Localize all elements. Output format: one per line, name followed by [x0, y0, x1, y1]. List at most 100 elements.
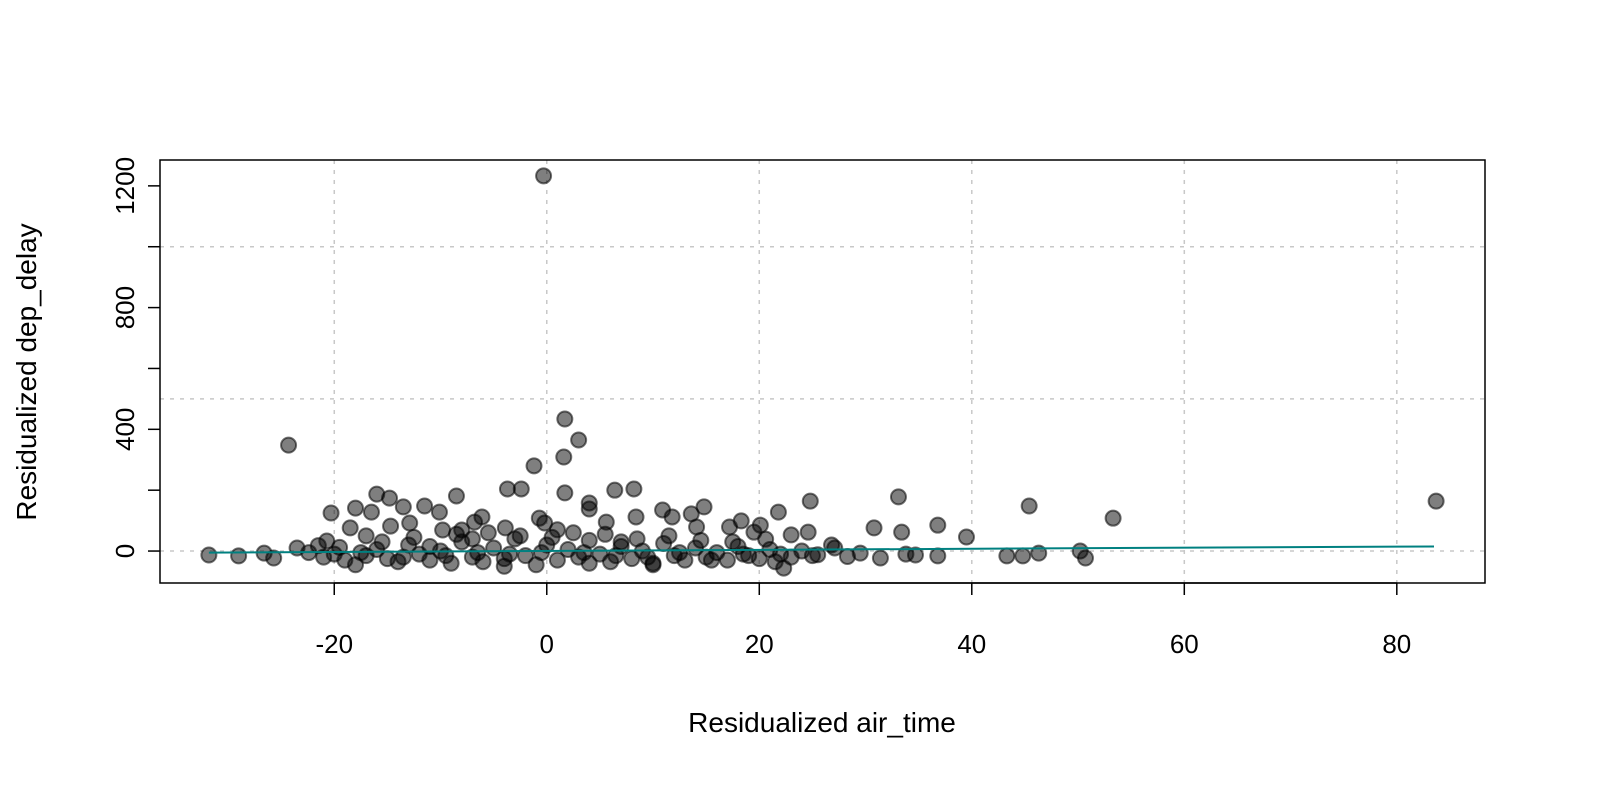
data-point — [381, 489, 399, 507]
data-point — [580, 554, 598, 572]
data-point — [799, 523, 817, 541]
data-point — [315, 548, 333, 566]
data-point — [434, 521, 452, 539]
y-tick-label: 0 — [110, 544, 140, 558]
data-point — [341, 519, 359, 537]
data-point — [628, 530, 646, 548]
data-point — [447, 487, 465, 505]
data-point — [1020, 497, 1038, 515]
data-point — [865, 519, 883, 537]
data-point — [265, 549, 283, 567]
data-point — [357, 527, 375, 545]
data-point — [511, 527, 529, 545]
data-point — [548, 551, 566, 569]
data-point — [695, 498, 713, 516]
data-point — [702, 551, 720, 569]
data-point — [496, 519, 514, 537]
data-point — [929, 547, 947, 565]
data-point — [606, 481, 624, 499]
data-point — [871, 549, 889, 567]
data-point — [957, 528, 975, 546]
data-point — [322, 504, 340, 522]
data-point — [556, 484, 574, 502]
x-tick-label: 80 — [1382, 629, 1411, 659]
y-axis: 0 400 800 1200 — [110, 157, 160, 558]
data-point — [362, 503, 380, 521]
data-point — [382, 517, 400, 535]
data-point — [570, 431, 588, 449]
x-axis: -20 0 20 40 60 80 — [315, 582, 1411, 659]
data-point — [373, 533, 391, 551]
data-point — [838, 548, 856, 566]
data-point — [564, 524, 582, 542]
data-point — [394, 548, 412, 566]
data-point — [1104, 509, 1122, 527]
plot-frame — [159, 159, 1486, 584]
x-tick-label: 40 — [957, 629, 986, 659]
data-point — [660, 527, 678, 545]
data-point — [473, 508, 491, 526]
data-point — [627, 508, 645, 526]
data-point — [644, 556, 662, 574]
data-point — [200, 546, 218, 564]
data-point — [580, 494, 598, 512]
data-point — [889, 488, 907, 506]
data-point — [893, 523, 911, 541]
data-point — [556, 410, 574, 428]
data-point — [498, 480, 516, 498]
data-point — [732, 512, 750, 530]
data-point — [463, 530, 481, 548]
data-point — [929, 516, 947, 534]
data-point — [495, 557, 513, 575]
data-point — [906, 546, 924, 564]
data-point — [416, 497, 434, 515]
data-point — [536, 514, 554, 532]
data-point — [766, 553, 784, 571]
x-tick-label: -20 — [315, 629, 353, 659]
data-point — [280, 436, 298, 454]
data-point — [430, 503, 448, 521]
x-tick-label: 20 — [745, 629, 774, 659]
data-point — [801, 492, 819, 510]
y-tick-label: 1200 — [110, 157, 140, 215]
data-point — [347, 499, 365, 517]
data-point — [1427, 492, 1445, 510]
data-point — [525, 457, 543, 475]
data-point — [548, 521, 566, 539]
data-point — [555, 448, 573, 466]
data-point — [734, 545, 752, 563]
data-point — [401, 514, 419, 532]
x-tick-label: 60 — [1170, 629, 1199, 659]
data-point — [1014, 547, 1032, 565]
data-point — [394, 498, 412, 516]
data-point — [692, 531, 710, 549]
x-tick-label: 0 — [540, 629, 554, 659]
data-point — [421, 537, 439, 555]
data-point — [479, 524, 497, 542]
data-point — [750, 550, 768, 568]
data-point — [230, 547, 248, 565]
data-point — [671, 544, 689, 562]
data-point — [998, 547, 1016, 565]
points — [200, 167, 1445, 577]
data-point — [724, 533, 742, 551]
x-axis-label: Residualized air_time — [688, 707, 956, 738]
data-point — [596, 525, 614, 543]
data-point — [625, 480, 643, 498]
y-tick-label: 800 — [110, 286, 140, 329]
data-point — [437, 547, 455, 565]
data-point — [769, 503, 787, 521]
data-point — [663, 508, 681, 526]
data-point — [535, 167, 553, 185]
data-point — [782, 526, 800, 544]
data-point — [532, 544, 550, 562]
data-point — [803, 547, 821, 565]
data-point — [1076, 549, 1094, 567]
data-point — [718, 551, 736, 569]
y-axis-label: Residualized dep_delay — [11, 223, 42, 520]
data-point — [405, 528, 423, 546]
data-point — [612, 533, 630, 551]
grid — [160, 160, 1485, 583]
y-tick-label: 400 — [110, 408, 140, 451]
